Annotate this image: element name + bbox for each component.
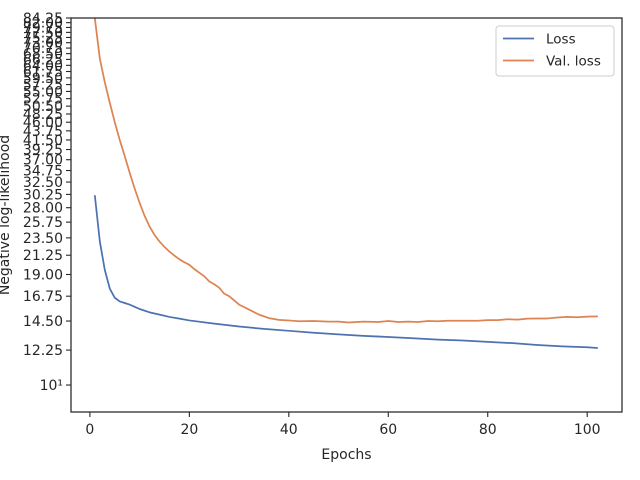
y-tick-label: 46.00 <box>23 115 63 131</box>
y-tick-label: 77.50 <box>23 25 63 41</box>
x-axis-label: Epochs <box>321 447 371 463</box>
y-tick-label: 48.25 <box>23 107 63 123</box>
x-tick-label: 80 <box>479 422 497 438</box>
y-tick-label: 39.25 <box>23 143 63 159</box>
y-tick-label: 25.75 <box>23 215 63 231</box>
plot-frame <box>70 17 623 413</box>
series-layer <box>93 17 599 349</box>
x-tick-label: 60 <box>379 422 397 438</box>
legend-label-loss: Loss <box>546 32 576 48</box>
y-tick-label: 30.25 <box>23 187 63 203</box>
x-tick-label: 100 <box>574 422 601 438</box>
y-tick-label: 50.50 <box>23 99 63 115</box>
y-axis-ticks: 10¹ 12.25 14.50 16.75 19.00 21.2523.5025.7528… <box>23 11 71 394</box>
y-tick-label: 52.75 <box>23 92 63 108</box>
y-tick-label: 82.00 <box>23 16 63 32</box>
y-tick-label: 23.50 <box>23 231 63 247</box>
y-tick-label: 75.25 <box>23 30 63 46</box>
legend-label-val-loss: Val. loss <box>546 54 601 70</box>
y-tick-label: 73.00 <box>23 36 63 52</box>
x-tick-label: 40 <box>280 422 298 438</box>
series-line-loss <box>93 194 599 349</box>
y-tick-label: 61.75 <box>23 65 63 81</box>
y-tick-label: 55.00 <box>23 84 63 100</box>
y-tick-label: 79.75 <box>23 20 63 36</box>
legend: Loss Val. loss <box>495 25 615 77</box>
y-tick-label: 28.00 <box>23 201 63 217</box>
y-tick-label: 70.75 <box>23 41 63 57</box>
y-tick-label: 12.25 <box>23 343 63 359</box>
y-tick-label: 84.25 <box>23 11 63 27</box>
y-tick-label: 64.00 <box>23 58 63 74</box>
y-tick-label: 32.50 <box>23 175 63 191</box>
x-axis-ticks: 0 20 40 60 80 100 <box>85 412 601 438</box>
y-tick-label: 43.75 <box>23 124 63 140</box>
y-tick-label: 57.25 <box>23 78 63 94</box>
y-tick-label: 59.50 <box>23 71 63 87</box>
y-tick-label: 19.00 <box>23 267 63 283</box>
y-tick-label: 66.25 <box>23 52 63 68</box>
series-line-val-loss <box>93 17 599 324</box>
y-tick-label: 68.50 <box>23 47 63 63</box>
y-tick-label: 41.50 <box>23 133 63 149</box>
y-tick-label: 21.25 <box>23 248 63 264</box>
x-tick-label: 20 <box>180 422 198 438</box>
y-tick-label: 37.00 <box>23 153 63 169</box>
y-tick-label: 14.50 <box>23 314 63 330</box>
y-axis-label: Negative log-likelihood <box>0 135 13 295</box>
y-tick-label: 34.75 <box>23 164 63 180</box>
x-tick-label: 0 <box>85 422 94 438</box>
y-tick-label: 16.75 <box>23 289 63 305</box>
y-tick-label: 10¹ <box>40 378 63 394</box>
